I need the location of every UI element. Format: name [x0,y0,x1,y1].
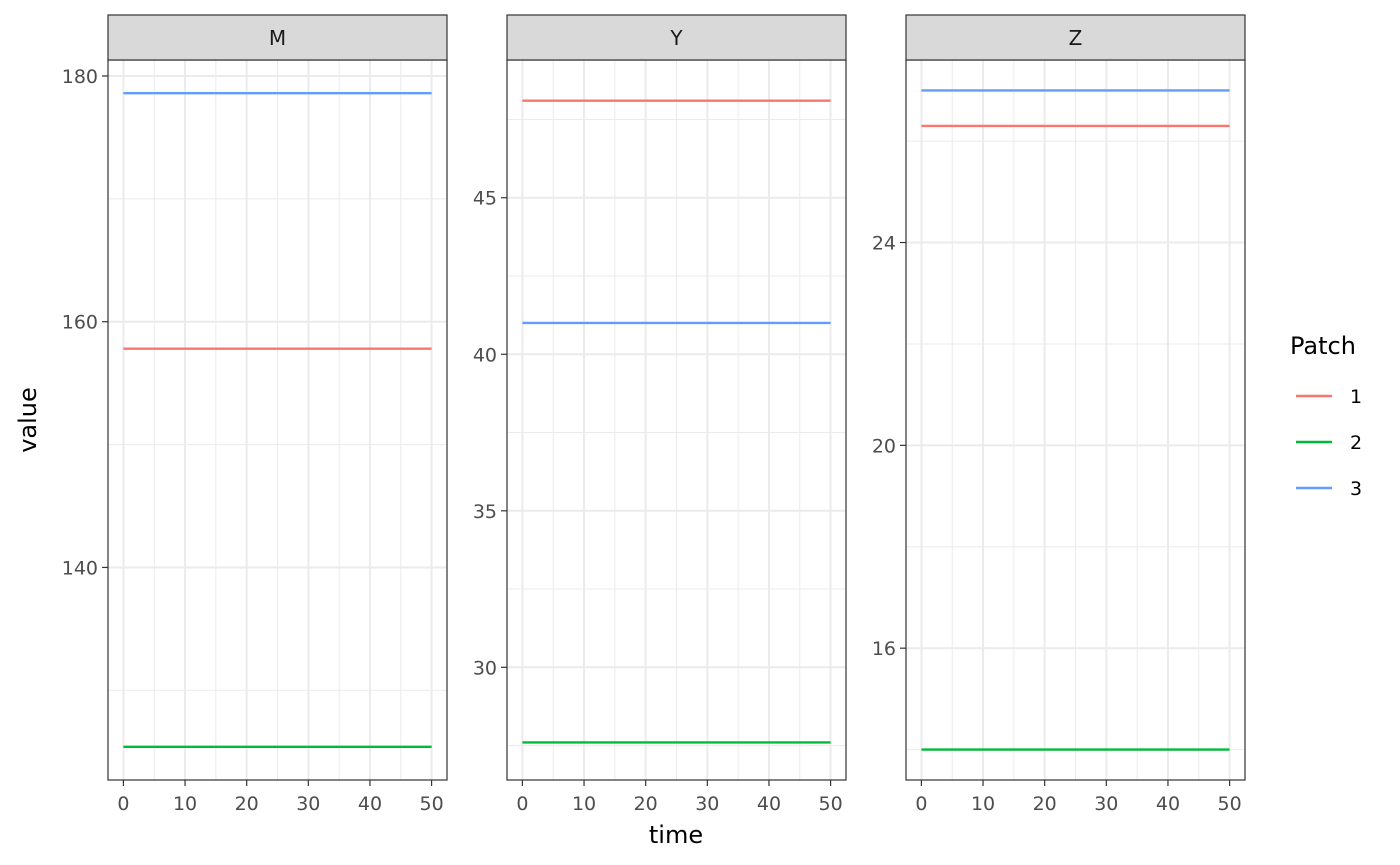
y-tick-label: 180 [62,66,98,88]
x-tick-label: 40 [757,793,781,815]
legend-label-patch-1: 1 [1350,386,1362,408]
y-axis-title: value [14,387,42,453]
x-axis: 0 10 20 30 40 50 [117,780,444,815]
y-tick-label: 45 [473,188,497,210]
x-tick-label: 0 [915,793,927,815]
series-lines [123,91,432,749]
facet-panel-y: Y 30 35 40 45 0 10 20 30 40 50 [473,14,847,815]
y-tick-label: 20 [872,435,896,457]
x-tick-label: 30 [1094,793,1118,815]
grid [906,60,1245,780]
facet-strip-label: M [269,26,286,50]
facet-panel-m: M 140 160 180 0 10 20 30 40 50 [62,14,448,815]
facet-strip [506,14,847,61]
facet-strip-label: Y [669,26,683,50]
y-axis: 140 160 180 [62,66,108,579]
x-tick-label: 40 [1156,793,1180,815]
y-tick-label: 30 [473,657,497,679]
y-axis: 16 20 24 [872,233,906,660]
y-axis: 30 35 40 45 [473,188,507,679]
x-tick-label: 30 [296,793,320,815]
x-axis: 0 10 20 30 40 50 [516,780,843,815]
legend-label-patch-3: 3 [1350,478,1362,500]
facet-panel-z: Z 16 20 24 0 10 20 30 40 50 [872,14,1246,815]
facet-strip [107,14,448,61]
grid [507,60,846,780]
x-tick-label: 50 [419,793,443,815]
facet-strip-label: Z [1069,26,1083,50]
y-tick-label: 35 [473,501,497,523]
legend: Patch 1 2 3 [1290,332,1362,500]
x-tick-label: 40 [358,793,382,815]
x-tick-label: 0 [516,793,528,815]
legend-label-patch-2: 2 [1350,432,1362,454]
x-tick-label: 20 [1033,793,1057,815]
x-axis-title: time [649,821,703,849]
x-tick-label: 10 [173,793,197,815]
y-tick-label: 140 [62,557,98,579]
y-tick-label: 24 [872,233,896,255]
x-tick-label: 30 [695,793,719,815]
facet-strip [905,14,1246,61]
x-tick-label: 10 [572,793,596,815]
x-tick-label: 10 [971,793,995,815]
series-lines [522,99,831,744]
x-tick-label: 20 [235,793,259,815]
y-tick-label: 16 [872,638,896,660]
y-tick-label: 40 [473,344,497,366]
legend-title: Patch [1290,332,1356,360]
x-tick-label: 50 [1217,793,1241,815]
grid [108,60,447,780]
x-axis: 0 10 20 30 40 50 [915,780,1242,815]
y-tick-label: 160 [62,312,98,334]
x-tick-label: 50 [818,793,842,815]
series-lines [921,89,1230,751]
x-tick-label: 20 [634,793,658,815]
x-tick-label: 0 [117,793,129,815]
